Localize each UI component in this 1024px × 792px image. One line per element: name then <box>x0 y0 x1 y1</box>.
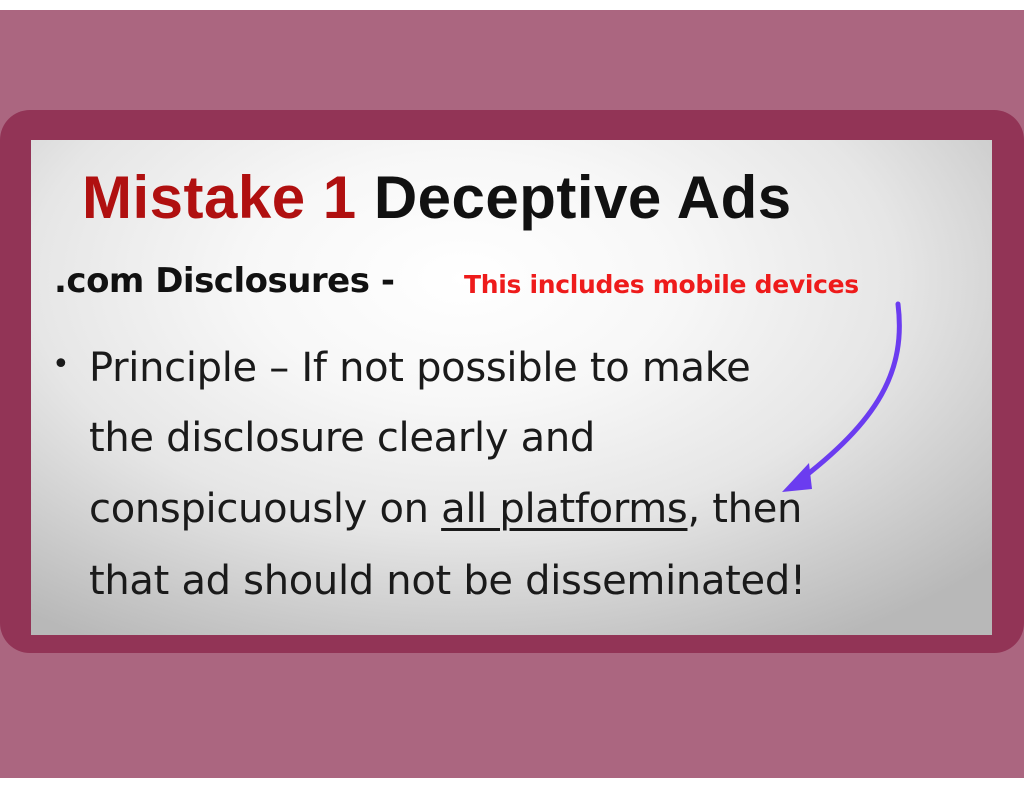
bullet-line-3-end: , then <box>687 486 803 532</box>
handwritten-annotation: This includes mobile devices <box>464 270 859 299</box>
bullet-line-3-start: conspicuously on <box>89 486 442 532</box>
slide-title: Mistake 1 Deceptive Ads <box>82 160 792 236</box>
underlined-all-platforms: all platforms <box>441 486 688 532</box>
bullet-line-4: that ad should not be disseminated! <box>89 558 806 604</box>
bullet-line-1: Principle – If not possible to make <box>89 345 751 391</box>
bullet-dot: • <box>52 347 70 382</box>
title-mistake-label: Mistake 1 <box>82 164 357 231</box>
bullet-line-3: conspicuously on all platforms, then <box>89 474 802 544</box>
bullet-line-2: the disclosure clearly and <box>89 415 595 461</box>
subtitle: .com Disclosures - <box>54 261 395 301</box>
title-topic: Deceptive Ads <box>373 164 792 231</box>
